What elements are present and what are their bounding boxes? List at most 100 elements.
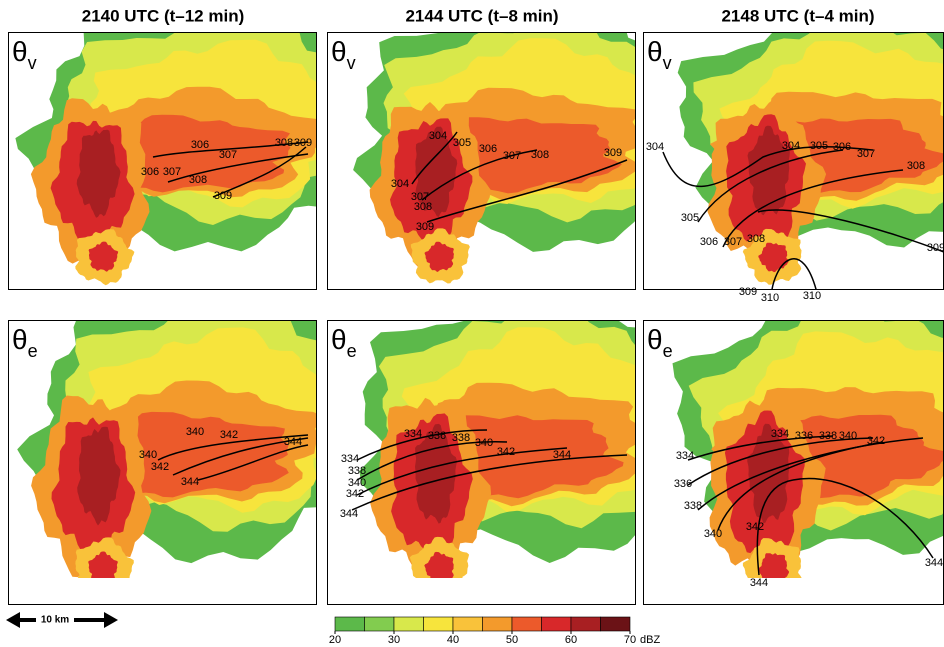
contour-label: 338: [819, 430, 837, 442]
contour-line: [411, 131, 458, 185]
variable-subscript: v: [347, 53, 356, 73]
contour-line: [697, 149, 844, 223]
contour-label: 306: [191, 139, 209, 151]
variable-symbol: θ: [12, 324, 28, 355]
contour-label: 305: [453, 137, 471, 149]
contour-label: 340: [704, 528, 722, 540]
contour-label: 342: [497, 446, 515, 458]
panel-label: θe: [12, 324, 38, 360]
colorbar-swatch: [600, 616, 631, 632]
panel-label: θv: [12, 36, 37, 72]
contour-line: [157, 434, 309, 461]
contour-label: 307: [503, 150, 521, 162]
contour-label: 344: [284, 436, 302, 448]
contour-label: 306: [700, 236, 718, 248]
contour-label: 310: [803, 290, 821, 302]
contour-line: [757, 209, 944, 253]
scale-bar: 10 km: [6, 612, 118, 628]
reflectivity-area: [758, 242, 789, 273]
contour-label: 342: [867, 435, 885, 447]
contour-line: [212, 146, 307, 198]
contour-label: 340: [186, 426, 204, 438]
contour-label: 334: [771, 428, 789, 440]
contour-label: 304: [429, 130, 447, 142]
reflectivity-area: [88, 551, 118, 578]
contour-line: [722, 169, 904, 248]
contour-label: 308: [747, 233, 765, 245]
contour-label: 336: [674, 478, 692, 490]
contour-label: 338: [684, 500, 702, 512]
contour-line: [172, 437, 309, 476]
colorbar-unit: dBZ: [640, 634, 660, 646]
reflectivity-area: [424, 241, 454, 272]
contour-label: 310: [761, 292, 779, 304]
colorbar-label: 20: [329, 634, 341, 646]
scale-label: 10 km: [41, 615, 69, 626]
column-title: 2148 UTC (t–4 min): [721, 6, 874, 25]
contour-line: [356, 447, 568, 496]
colorbar-swatch: [334, 616, 365, 632]
contour-label: 304: [782, 140, 800, 152]
contour-line: [687, 435, 834, 461]
contour-label: 334: [676, 450, 694, 462]
contour-line: [426, 159, 628, 223]
variable-subscript: e: [663, 341, 673, 361]
radar-field: [8, 32, 317, 290]
contour-label: 340: [348, 477, 366, 489]
colorbar-swatch: [570, 616, 601, 632]
panel-label: θv: [647, 36, 672, 72]
contour-label: 309: [416, 221, 434, 233]
contour-label: 338: [348, 465, 366, 477]
contour-label: 308: [907, 160, 925, 172]
contour-label: 307: [411, 191, 429, 203]
contour-label: 342: [220, 429, 238, 441]
colorbar-swatch: [364, 616, 395, 632]
contour-line: [662, 145, 874, 188]
contour-label: 309: [927, 242, 944, 254]
panel-frame: [8, 32, 317, 290]
contour-label: 304: [391, 178, 409, 190]
contour-line: [167, 153, 309, 183]
reflectivity-area: [415, 126, 458, 217]
variable-subscript: v: [28, 53, 37, 73]
contour-label: 304: [646, 141, 664, 153]
contour-label: 308: [275, 137, 293, 149]
colorbar-label: 30: [388, 634, 400, 646]
contour-line: [756, 477, 934, 576]
variable-symbol: θ: [647, 36, 663, 67]
contour-label: 338: [452, 432, 470, 444]
contour-label: 309: [604, 147, 622, 159]
contour-label: 334: [341, 453, 359, 465]
column-title: 2144 UTC (t–8 min): [405, 6, 558, 25]
radar-field: [327, 32, 636, 290]
panel-label: θe: [647, 324, 673, 360]
radar-field: [643, 32, 944, 290]
contour-label: 344: [925, 557, 943, 569]
contour-label: 308: [189, 174, 207, 186]
colorbar-label: 40: [447, 634, 459, 646]
reflectivity-area: [758, 553, 789, 578]
radar-field: [327, 320, 636, 578]
contour-label: 340: [139, 449, 157, 461]
contour-label: 307: [163, 166, 181, 178]
contour-label: 306: [141, 166, 159, 178]
contour-line: [356, 429, 488, 461]
variable-symbol: θ: [331, 36, 347, 67]
contour-label: 309: [294, 137, 312, 149]
colorbar-swatch: [482, 616, 513, 632]
variable-subscript: e: [347, 341, 357, 361]
contour-label: 334: [404, 428, 422, 440]
contour-label: 340: [475, 437, 493, 449]
variable-subscript: v: [663, 53, 672, 73]
contour-label: 305: [810, 140, 828, 152]
colorbar-swatch: [511, 616, 542, 632]
contour-label: 305: [681, 212, 699, 224]
contour-label: 336: [795, 430, 813, 442]
panel-frame: [327, 32, 636, 290]
contour-label: 344: [181, 476, 199, 488]
contour-label: 340: [839, 430, 857, 442]
